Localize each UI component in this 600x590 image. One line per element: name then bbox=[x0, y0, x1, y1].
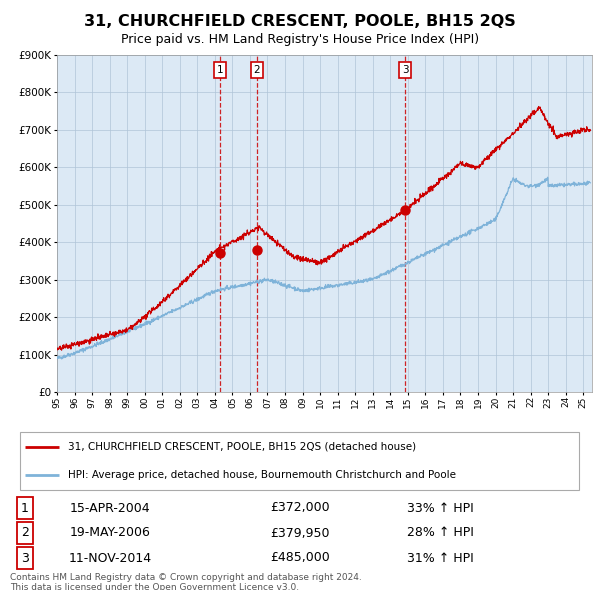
Text: Contains HM Land Registry data © Crown copyright and database right 2024.
This d: Contains HM Land Registry data © Crown c… bbox=[10, 573, 362, 590]
Text: 19-MAY-2006: 19-MAY-2006 bbox=[70, 526, 151, 539]
Text: 31% ↑ HPI: 31% ↑ HPI bbox=[407, 552, 473, 565]
Text: 3: 3 bbox=[402, 65, 409, 75]
Text: £485,000: £485,000 bbox=[270, 552, 330, 565]
FancyBboxPatch shape bbox=[20, 432, 579, 490]
Text: 2: 2 bbox=[253, 65, 260, 75]
Text: £379,950: £379,950 bbox=[270, 526, 330, 539]
Text: 1: 1 bbox=[21, 502, 29, 514]
Text: £372,000: £372,000 bbox=[270, 502, 330, 514]
Text: 28% ↑ HPI: 28% ↑ HPI bbox=[407, 526, 473, 539]
Text: 3: 3 bbox=[21, 552, 29, 565]
Text: 1: 1 bbox=[217, 65, 223, 75]
Text: HPI: Average price, detached house, Bournemouth Christchurch and Poole: HPI: Average price, detached house, Bour… bbox=[68, 470, 456, 480]
Text: 31, CHURCHFIELD CRESCENT, POOLE, BH15 2QS: 31, CHURCHFIELD CRESCENT, POOLE, BH15 2Q… bbox=[84, 14, 516, 29]
Text: 11-NOV-2014: 11-NOV-2014 bbox=[68, 552, 152, 565]
Text: 33% ↑ HPI: 33% ↑ HPI bbox=[407, 502, 473, 514]
Text: Price paid vs. HM Land Registry's House Price Index (HPI): Price paid vs. HM Land Registry's House … bbox=[121, 33, 479, 46]
Text: 31, CHURCHFIELD CRESCENT, POOLE, BH15 2QS (detached house): 31, CHURCHFIELD CRESCENT, POOLE, BH15 2Q… bbox=[68, 442, 416, 452]
Text: 2: 2 bbox=[21, 526, 29, 539]
Text: 15-APR-2004: 15-APR-2004 bbox=[70, 502, 151, 514]
